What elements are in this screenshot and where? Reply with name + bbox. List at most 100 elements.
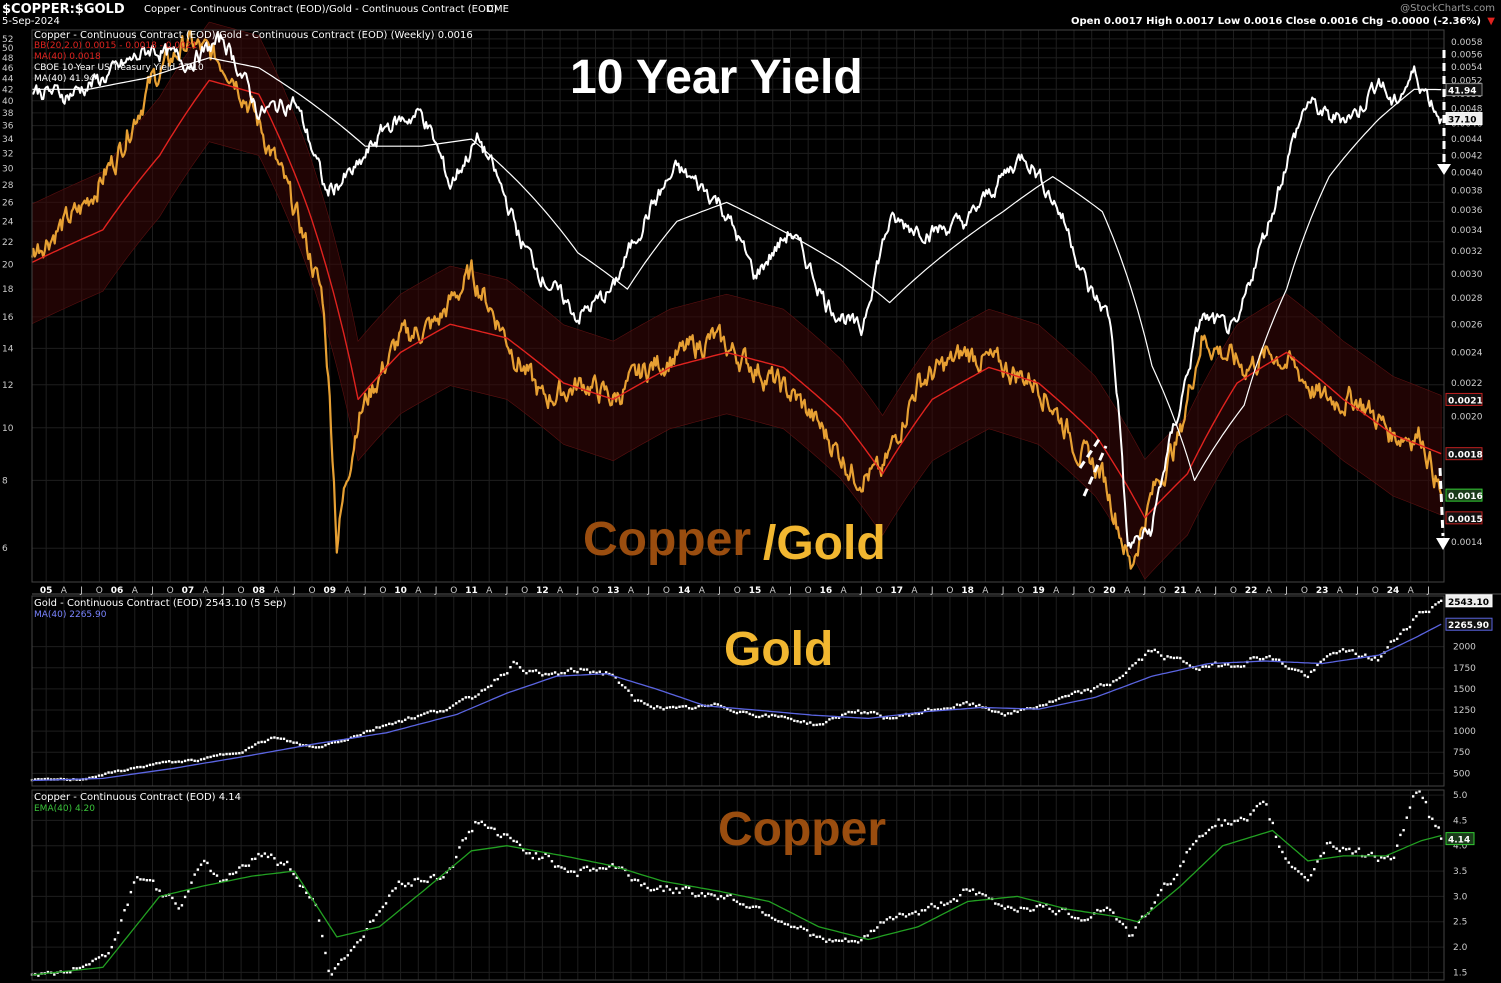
gold-point xyxy=(225,752,228,756)
copper-point xyxy=(541,856,544,859)
copper-point xyxy=(911,912,914,915)
bollinger-band xyxy=(31,21,1442,580)
gold-point xyxy=(946,707,949,710)
gold-point xyxy=(97,774,101,777)
copper-ema-line xyxy=(31,829,1442,976)
copper-point xyxy=(853,940,857,943)
copper-point xyxy=(1041,905,1045,908)
copper-point xyxy=(774,918,777,921)
gold-point xyxy=(110,771,113,774)
gold-point xyxy=(943,707,946,710)
x-tick-label: O xyxy=(1159,586,1166,596)
gold-point xyxy=(1230,665,1233,668)
gold-point xyxy=(1112,680,1115,683)
copper-point xyxy=(423,880,426,883)
copper-point xyxy=(187,890,190,893)
gold-point xyxy=(1297,669,1300,672)
copper-point xyxy=(1252,809,1255,812)
gold-point xyxy=(1179,656,1182,660)
y-left-tick-label: 40 xyxy=(2,97,14,107)
x-tick-label: A xyxy=(132,586,139,596)
gold-point xyxy=(1357,655,1361,658)
gold-point xyxy=(624,686,627,689)
gold-point xyxy=(825,720,828,724)
gold-point xyxy=(662,708,665,711)
gold-point xyxy=(372,729,375,732)
copper-point xyxy=(745,905,748,909)
gold-point xyxy=(1000,712,1003,715)
gold-point xyxy=(863,711,866,714)
y-right-tick-label: 3.5 xyxy=(1453,867,1467,877)
copper-point xyxy=(751,905,755,908)
copper-point xyxy=(783,922,786,926)
gold-point xyxy=(455,702,458,705)
copper-point xyxy=(429,875,432,879)
gold-point xyxy=(780,715,783,718)
x-tick-label: A xyxy=(1053,586,1060,596)
x-tick-label: J xyxy=(505,586,509,596)
copper-point xyxy=(528,852,531,855)
legend-ratio-ma: MA(40) 0.0018 xyxy=(34,52,101,62)
gold-point xyxy=(643,702,646,705)
gold-point xyxy=(994,710,997,713)
copper-point xyxy=(1319,854,1322,858)
copper-point xyxy=(206,861,209,865)
copper-point xyxy=(254,857,257,860)
copper-point xyxy=(1211,826,1214,829)
x-tick-label: J xyxy=(788,586,792,596)
y-right-tick-label: 0.0048 xyxy=(1451,105,1483,115)
gold-point xyxy=(1434,603,1437,606)
copper-point xyxy=(349,949,353,952)
copper-point xyxy=(812,933,815,937)
copper-point xyxy=(799,925,802,928)
copper-point xyxy=(1402,828,1405,832)
copper-point xyxy=(793,925,796,929)
brand-label[interactable]: @StockCharts.com xyxy=(1400,3,1495,14)
copper-point xyxy=(764,913,767,917)
copper-point xyxy=(1195,839,1198,843)
copper-point xyxy=(1022,907,1026,910)
x-tick-label: A xyxy=(344,586,351,596)
legend-yield-ma: MA(40) 41.94 xyxy=(34,74,96,84)
copper-point xyxy=(611,863,614,866)
copper-point xyxy=(620,866,624,869)
gold-point xyxy=(486,685,490,689)
copper-point xyxy=(1239,816,1243,820)
x-tick-label: J xyxy=(1426,586,1430,596)
copper-point xyxy=(553,865,557,868)
copper-point xyxy=(174,902,177,905)
gold-point xyxy=(876,712,879,715)
copper-point xyxy=(1061,907,1064,910)
copper-point xyxy=(1431,817,1434,820)
copper-point xyxy=(477,822,480,825)
copper-point xyxy=(758,906,761,909)
gold-point xyxy=(1239,665,1243,668)
gold-point xyxy=(1038,704,1042,707)
copper-point xyxy=(962,888,965,892)
x-tick-label: J xyxy=(292,586,296,596)
copper-point xyxy=(1399,833,1402,837)
copper-point xyxy=(502,833,506,836)
copper-point xyxy=(496,833,499,837)
y-left-tick-label: 44 xyxy=(2,74,14,84)
copper-point xyxy=(952,898,956,901)
gold-point xyxy=(1207,665,1211,668)
gold-point xyxy=(155,762,158,765)
copper-point xyxy=(381,905,385,909)
gold-point xyxy=(126,768,129,772)
copper-point xyxy=(547,854,550,858)
copper-point xyxy=(726,894,729,897)
gold-point xyxy=(142,765,145,769)
gold-point xyxy=(1185,661,1188,665)
copper-point xyxy=(1383,856,1386,860)
gold-point xyxy=(301,744,305,747)
copper-point xyxy=(123,909,126,912)
copper-point xyxy=(1322,851,1326,855)
gold-point xyxy=(758,715,761,719)
copper-point xyxy=(301,885,305,888)
copper-point xyxy=(1153,901,1156,904)
gold-point xyxy=(678,705,681,709)
gold-point xyxy=(104,772,107,775)
x-tick-label: 20 xyxy=(1103,586,1116,596)
x-tick-label: J xyxy=(1355,586,1359,596)
